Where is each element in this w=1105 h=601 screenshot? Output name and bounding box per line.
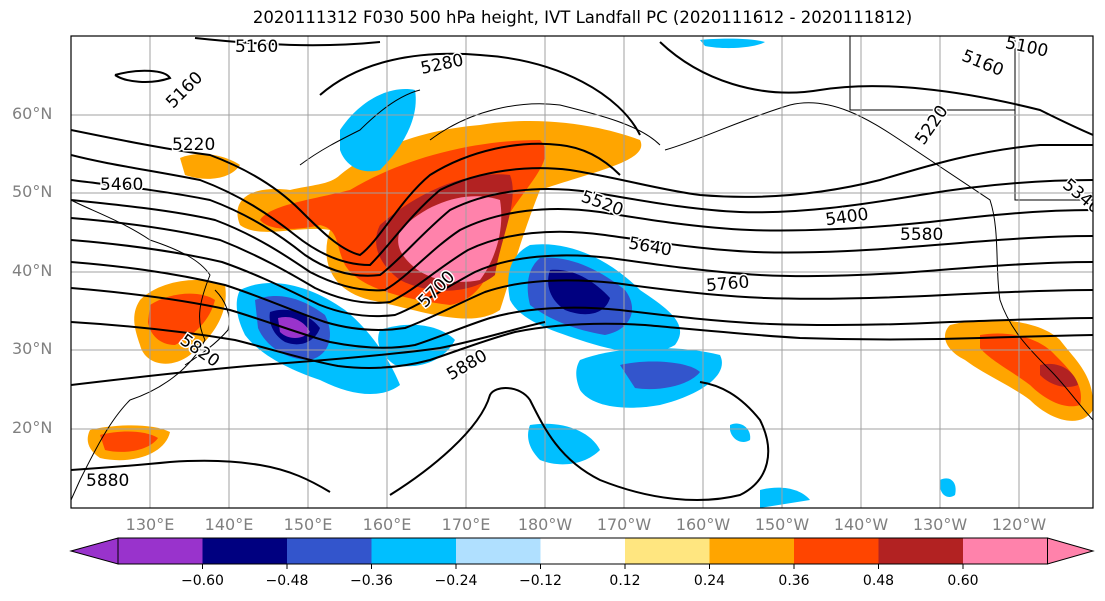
lat-label-30n: 30°N — [12, 339, 53, 358]
colorbar-extend-min — [69, 537, 119, 565]
lon-label-120w: 120°W — [991, 515, 1047, 534]
gridlines — [71, 36, 1093, 508]
contour-label-12: 5580 — [900, 225, 943, 245]
colorbar-tick-label: −0.12 — [519, 573, 562, 589]
contour-label-13: 5760 — [705, 272, 750, 296]
map-panel: 5160 5160 5280 5100 5160 5220 5460 5520 … — [71, 36, 1094, 508]
lon-label-170e: 170°E — [441, 515, 491, 534]
lon-label-170w: 170°W — [596, 515, 652, 534]
colorbar — [69, 537, 1095, 569]
colorbar-tick-label: −0.60 — [181, 573, 224, 589]
contour-label-1: 5160 — [235, 37, 278, 57]
colorbar-extend-max — [1047, 537, 1095, 565]
lon-label-130e: 130°E — [125, 515, 175, 534]
lon-label-160w: 160°W — [675, 515, 731, 534]
height-contours — [71, 37, 1093, 501]
lat-label-20n: 20°N — [12, 418, 53, 437]
colorbar-tick-label: 0.36 — [778, 573, 810, 589]
lon-label-180w: 180°W — [517, 515, 573, 534]
colorbar-tick-label: −0.24 — [434, 573, 478, 589]
map-title: 2020111312 F030 500 hPa height, IVT Land… — [252, 8, 913, 27]
contour-labels: 5160 5160 5280 5100 5160 5220 5460 5520 … — [85, 36, 1094, 493]
contour-label-17: 5880 — [86, 471, 129, 491]
colorbar-tick-label: 0.48 — [862, 573, 895, 589]
lat-label-40n: 40°N — [12, 261, 53, 280]
contour-label-7: 5460 — [100, 175, 143, 195]
coastlines — [71, 36, 1093, 501]
lon-label-140w: 140°W — [833, 515, 889, 534]
colorbar-tick-label: 0.24 — [693, 573, 726, 589]
lon-label-150w: 150°W — [754, 515, 810, 534]
colorbar-tick-label: −0.36 — [350, 573, 393, 589]
contour-label-6: 5220 — [172, 135, 215, 155]
lon-label-150e: 150°E — [283, 515, 333, 534]
lat-label-50n: 50°N — [12, 182, 53, 201]
lat-label-60n: 60°N — [12, 104, 53, 123]
map-frame — [70, 35, 1094, 509]
lon-label-140e: 140°E — [204, 515, 254, 534]
colorbar-tick-label: 0.12 — [609, 573, 641, 589]
colorbar-tick-label: 0.60 — [947, 573, 979, 589]
lon-label-130w: 130°W — [912, 515, 968, 534]
lon-label-160e: 160°E — [362, 515, 412, 534]
colorbar-tick-label: −0.48 — [265, 573, 309, 589]
